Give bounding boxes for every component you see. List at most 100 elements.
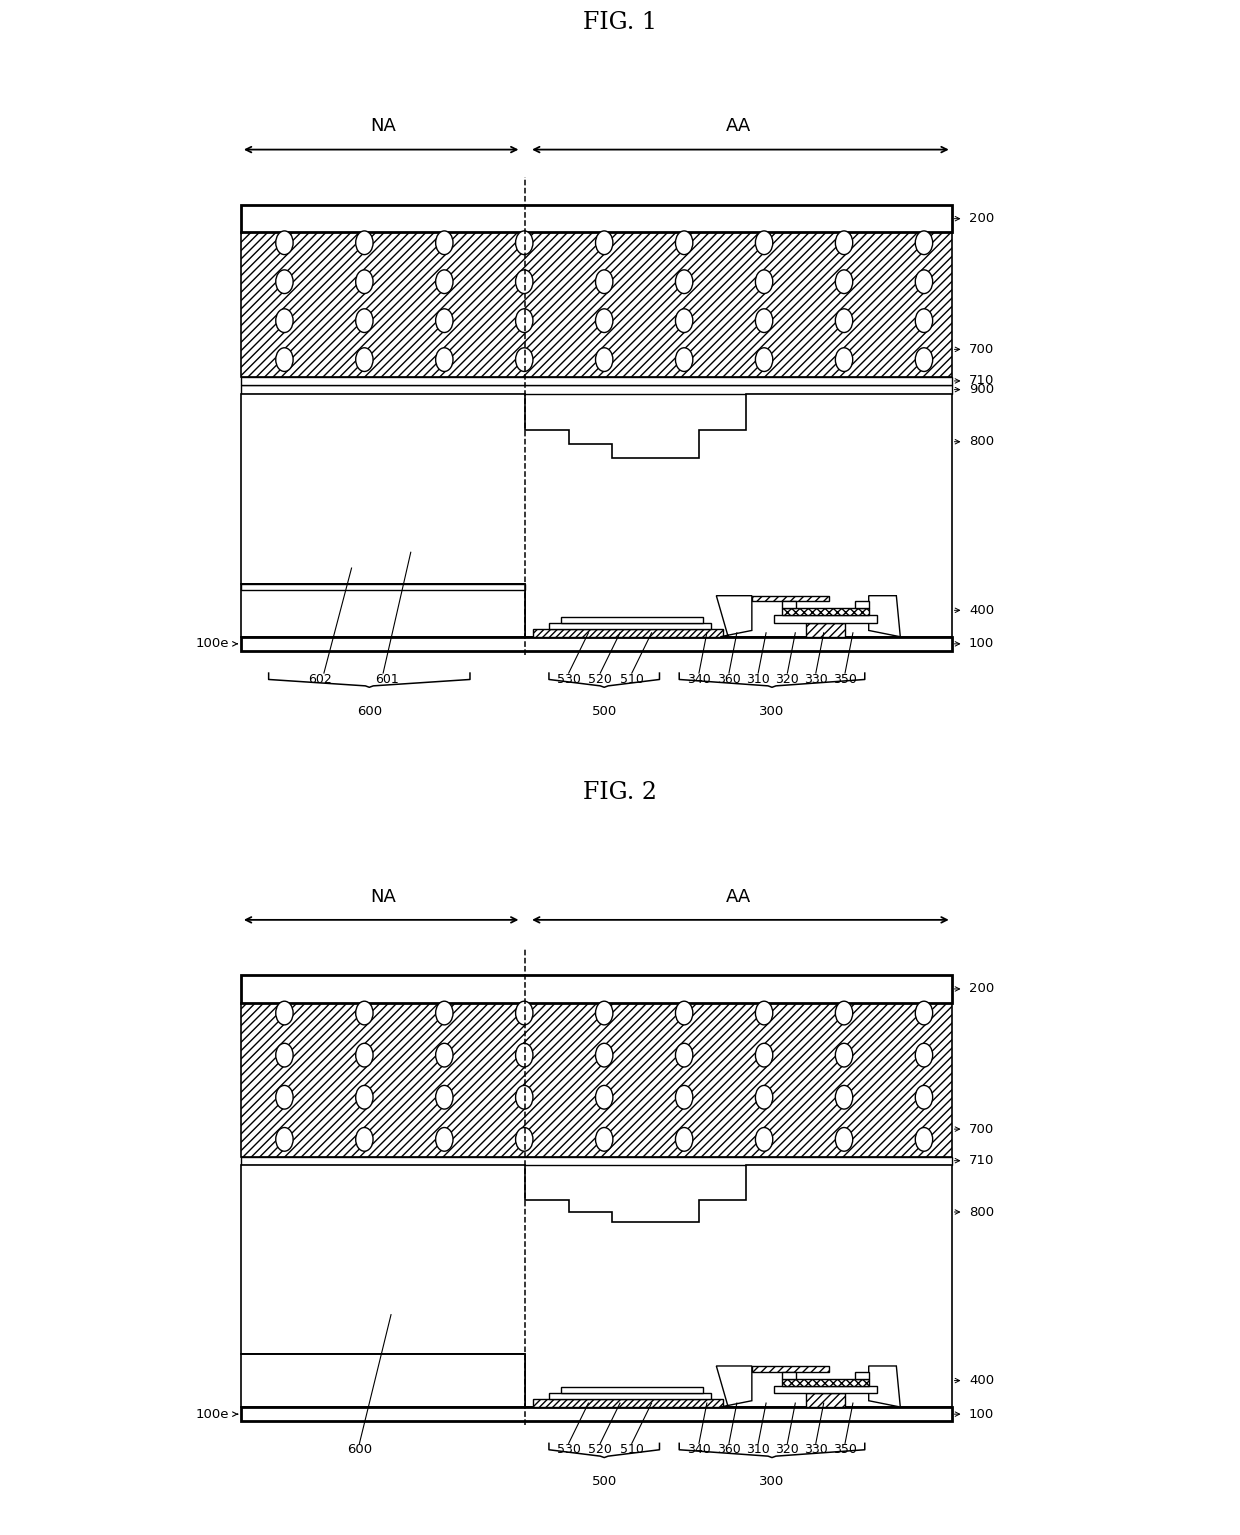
Text: 100: 100: [968, 1408, 994, 1420]
Polygon shape: [717, 1366, 751, 1408]
Ellipse shape: [435, 309, 453, 333]
Ellipse shape: [915, 230, 932, 255]
Ellipse shape: [915, 1085, 932, 1110]
Bar: [854, 1371, 869, 1378]
Ellipse shape: [915, 270, 932, 293]
Polygon shape: [241, 1165, 951, 1408]
Text: 520: 520: [588, 672, 613, 686]
Bar: [241, 378, 951, 385]
Ellipse shape: [595, 230, 613, 255]
Text: 310: 310: [746, 672, 770, 686]
Polygon shape: [717, 596, 751, 637]
Ellipse shape: [836, 348, 853, 371]
Polygon shape: [869, 1366, 900, 1408]
Ellipse shape: [676, 230, 693, 255]
Ellipse shape: [836, 1001, 853, 1025]
Text: 330: 330: [804, 672, 827, 686]
Text: 510: 510: [620, 672, 644, 686]
Text: 200: 200: [968, 982, 994, 996]
Text: 300: 300: [759, 705, 785, 718]
Bar: [529, 637, 543, 642]
Bar: [560, 617, 703, 623]
Text: AA: AA: [725, 117, 751, 135]
Ellipse shape: [676, 270, 693, 293]
Bar: [782, 608, 869, 616]
Text: 601: 601: [376, 672, 399, 686]
Ellipse shape: [356, 1128, 373, 1151]
Text: 330: 330: [804, 1443, 827, 1457]
Ellipse shape: [676, 1128, 693, 1151]
Text: 200: 200: [968, 212, 994, 226]
Text: 520: 520: [588, 1443, 613, 1457]
Ellipse shape: [356, 309, 373, 333]
Ellipse shape: [275, 1044, 293, 1067]
Ellipse shape: [755, 1044, 773, 1067]
Bar: [241, 204, 951, 232]
Ellipse shape: [836, 1128, 853, 1151]
Ellipse shape: [915, 1001, 932, 1025]
Ellipse shape: [516, 309, 533, 333]
Ellipse shape: [755, 1085, 773, 1110]
Ellipse shape: [755, 1128, 773, 1151]
Bar: [549, 623, 711, 629]
Ellipse shape: [275, 348, 293, 371]
Ellipse shape: [836, 309, 853, 333]
Ellipse shape: [595, 348, 613, 371]
Ellipse shape: [755, 270, 773, 293]
Ellipse shape: [595, 1128, 613, 1151]
Ellipse shape: [275, 1001, 293, 1025]
Ellipse shape: [836, 270, 853, 293]
Bar: [241, 1354, 526, 1408]
Bar: [241, 1157, 951, 1165]
Ellipse shape: [435, 1044, 453, 1067]
Ellipse shape: [676, 348, 693, 371]
Bar: [549, 1392, 711, 1398]
Text: 530: 530: [557, 1443, 580, 1457]
Bar: [806, 623, 844, 637]
Text: AA: AA: [725, 887, 751, 906]
Text: 350: 350: [833, 1443, 857, 1457]
Text: NA: NA: [371, 887, 396, 906]
Ellipse shape: [516, 270, 533, 293]
Ellipse shape: [836, 1044, 853, 1067]
Ellipse shape: [275, 1085, 293, 1110]
Ellipse shape: [595, 1085, 613, 1110]
Text: 900: 900: [968, 384, 994, 396]
Ellipse shape: [435, 348, 453, 371]
Bar: [774, 1386, 877, 1392]
Ellipse shape: [755, 309, 773, 333]
Bar: [241, 637, 951, 651]
Bar: [241, 583, 526, 637]
Ellipse shape: [915, 309, 932, 333]
Bar: [526, 1408, 656, 1412]
Text: 350: 350: [833, 672, 857, 686]
Text: 400: 400: [968, 603, 994, 617]
Polygon shape: [241, 394, 951, 637]
Bar: [533, 629, 723, 637]
Ellipse shape: [676, 1085, 693, 1110]
Ellipse shape: [755, 348, 773, 371]
Text: 600: 600: [357, 705, 382, 718]
Bar: [241, 975, 951, 1002]
Text: 700: 700: [968, 342, 994, 356]
Ellipse shape: [275, 309, 293, 333]
Ellipse shape: [356, 348, 373, 371]
Ellipse shape: [915, 1128, 932, 1151]
Ellipse shape: [435, 270, 453, 293]
Ellipse shape: [516, 1085, 533, 1110]
Text: 310: 310: [746, 1443, 770, 1457]
Ellipse shape: [516, 1001, 533, 1025]
Bar: [782, 1371, 796, 1378]
Ellipse shape: [516, 1128, 533, 1151]
Text: 340: 340: [687, 1443, 711, 1457]
Bar: [241, 1002, 951, 1157]
Text: 320: 320: [775, 672, 800, 686]
Text: 500: 500: [591, 705, 616, 718]
Ellipse shape: [356, 270, 373, 293]
Ellipse shape: [435, 1128, 453, 1151]
Ellipse shape: [836, 230, 853, 255]
Text: 602: 602: [308, 672, 332, 686]
Ellipse shape: [356, 230, 373, 255]
Text: 600: 600: [347, 1443, 372, 1457]
Bar: [241, 385, 951, 394]
